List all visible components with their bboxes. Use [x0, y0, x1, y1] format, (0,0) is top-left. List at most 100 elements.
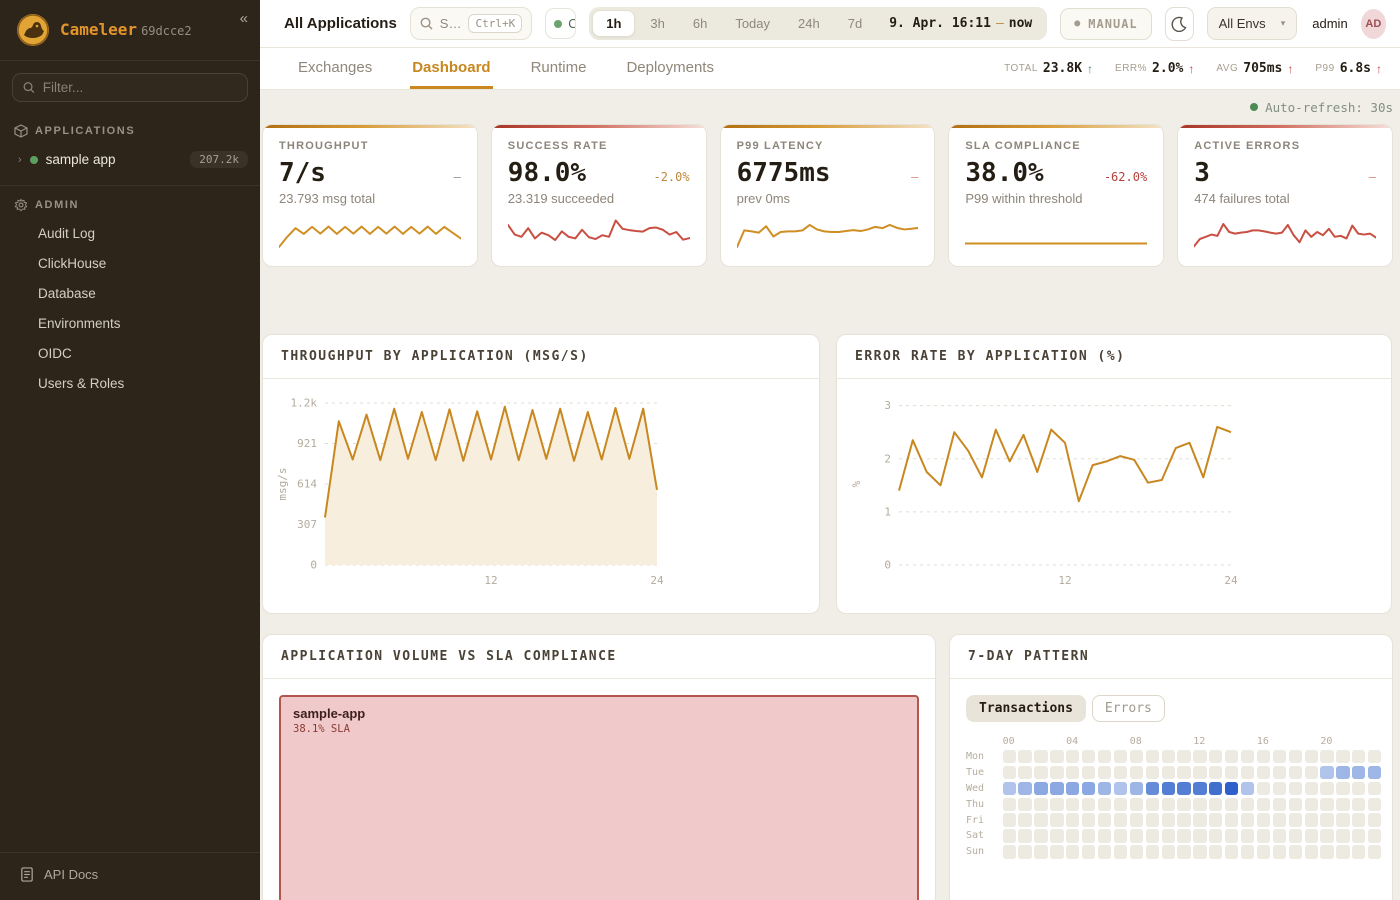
sparkline-chart	[1194, 212, 1376, 252]
treemap-node-sample-app[interactable]: sample-app 38.1% SLA	[279, 695, 919, 900]
heatmap-day-label: Fri	[966, 814, 985, 826]
env-select[interactable]: All Envs ▾	[1206, 7, 1298, 40]
heatmap-cell	[1097, 829, 1112, 843]
range-1h[interactable]: 1h	[592, 10, 636, 37]
dark-mode-toggle[interactable]	[1164, 6, 1194, 41]
sidebar-item-oidc[interactable]: OIDC	[38, 345, 72, 361]
tab-deployments[interactable]: Deployments	[626, 58, 714, 76]
sidebar-item-audit-log[interactable]: Audit Log	[38, 225, 96, 241]
heatmap-cell	[1050, 749, 1064, 764]
range-7d[interactable]: 7d	[847, 16, 863, 31]
heatmap-cell	[1193, 797, 1207, 811]
heatmap-cell	[1304, 765, 1318, 780]
heatmap-cell	[1320, 781, 1334, 795]
sidebar-item-sample-app[interactable]: › sample app 207.2k	[0, 144, 260, 175]
heatmap-cell	[1082, 845, 1096, 859]
heatmap-cell	[1145, 781, 1159, 795]
throughput-area-chart: 0 307 614 921 1.2k 12 24 msg/s	[276, 397, 664, 588]
heatmap-cell	[1288, 781, 1302, 795]
heatmap-cell	[1177, 781, 1191, 795]
heatmap-cell	[1193, 829, 1207, 843]
svg-text:24: 24	[650, 574, 664, 587]
heatmap-cell	[1272, 829, 1287, 843]
sidebar-collapse-icon[interactable]: «	[239, 10, 248, 27]
online-status-pill[interactable]: O	[545, 8, 577, 39]
range-today[interactable]: Today	[735, 16, 771, 31]
heatmap-cell	[1256, 765, 1271, 780]
heatmap-cell	[1320, 829, 1334, 843]
arrow-up-icon: ↑	[1287, 61, 1294, 76]
kpi-delta: -62.0%	[1103, 170, 1148, 184]
date-to: now	[1008, 16, 1033, 31]
summary-stats: TOTAL 23.8K ↑ ERR% 2.0% ↑ AVG 705ms ↑ P9…	[1004, 48, 1386, 89]
global-search[interactable]: S… Ctrl+K	[409, 7, 533, 40]
heatmap-cell	[1129, 845, 1144, 859]
heatmap-cell	[1066, 845, 1080, 859]
api-docs-link[interactable]: API Docs	[0, 852, 260, 900]
main-column: All Applications S… Ctrl+K O 1h 3h 6h To…	[260, 0, 1400, 900]
heatmap-hour-label: 00	[1002, 736, 1015, 748]
heatmap-cell	[1209, 765, 1223, 780]
kpi-delta: –	[911, 170, 919, 184]
heatmap-cell	[1050, 797, 1064, 811]
heatmap-hour-label: 20	[1320, 736, 1333, 748]
heatmap-cell	[1304, 829, 1318, 843]
heatmap-cell	[1097, 845, 1112, 859]
manual-refresh-button[interactable]: ● MANUAL	[1060, 7, 1152, 40]
heatmap-cell	[1256, 797, 1271, 811]
stat-label: AVG	[1216, 63, 1239, 74]
heatmap-cell	[1002, 845, 1016, 859]
chevron-right-icon[interactable]: ›	[18, 153, 22, 166]
tab-dashboard[interactable]: Dashboard	[410, 48, 493, 89]
heatmap-cell	[1256, 781, 1271, 795]
heatmap-cell	[1034, 813, 1048, 827]
stat-value: 23.8K	[1042, 61, 1083, 76]
toggle-errors[interactable]: Errors	[1091, 695, 1165, 722]
treemap-body: sample-app 38.1% SLA	[263, 679, 935, 900]
heatmap-cell	[1018, 829, 1032, 843]
heatmap-cell	[1097, 765, 1112, 780]
user-name: admin	[1312, 16, 1348, 31]
sidebar-item-clickhouse[interactable]: ClickHouse	[38, 255, 107, 271]
heatmap-cell	[1161, 829, 1175, 843]
sidebar-filter[interactable]	[12, 73, 248, 102]
date-range[interactable]: 9. Apr. 16:11– now	[877, 11, 1044, 36]
heatmap-cell	[1256, 845, 1271, 859]
tab-bar: Exchanges Dashboard Runtime Deployments …	[260, 48, 1400, 90]
cube-icon	[14, 124, 28, 138]
heatmap-cell	[1129, 749, 1144, 764]
sidebar-item-users-roles[interactable]: Users & Roles	[38, 375, 125, 391]
tab-runtime[interactable]: Runtime	[530, 58, 587, 76]
heatmap-cell	[1161, 797, 1175, 811]
filter-input[interactable]	[42, 80, 237, 95]
admin-section-header: ADMIN	[0, 186, 260, 218]
chart-title: 7-DAY PATTERN	[950, 635, 1392, 679]
heatmap-cell	[1097, 749, 1112, 764]
date-separator: –	[995, 16, 1004, 31]
avatar[interactable]: AD	[1360, 8, 1386, 39]
toggle-transactions[interactable]: Transactions	[966, 695, 1086, 722]
chart-title: THROUGHPUT BY APPLICATION (MSG/S)	[263, 335, 819, 379]
card-accent-bar	[491, 125, 706, 128]
kpi-subtitle: 474 failures total	[1194, 191, 1290, 206]
kpi-row: THROUGHPUT 7/s – 23.793 msg total SUCCESS…	[262, 124, 1393, 267]
sidebar-item-database[interactable]: Database	[38, 285, 96, 301]
heatmap-cell	[1288, 749, 1302, 764]
range-3h[interactable]: 3h	[650, 16, 665, 31]
kpi-value: 7/s	[279, 158, 326, 188]
sidebar-item-environments[interactable]: Environments	[38, 315, 121, 331]
heatmap-cell	[1352, 829, 1366, 843]
heatmap-cell	[1113, 797, 1128, 811]
heatmap-cell	[1240, 829, 1255, 843]
heatmap-cell	[1113, 765, 1128, 780]
range-6h[interactable]: 6h	[692, 16, 708, 31]
kpi-label: THROUGHPUT	[279, 140, 369, 152]
heatmap-cell	[1368, 749, 1382, 764]
range-24h[interactable]: 24h	[798, 16, 820, 31]
heatmap-cell	[1225, 765, 1239, 780]
heatmap-cell	[1304, 813, 1318, 827]
svg-text:12: 12	[484, 574, 497, 587]
heatmap-cell	[1240, 845, 1255, 859]
tab-exchanges[interactable]: Exchanges	[298, 58, 373, 76]
